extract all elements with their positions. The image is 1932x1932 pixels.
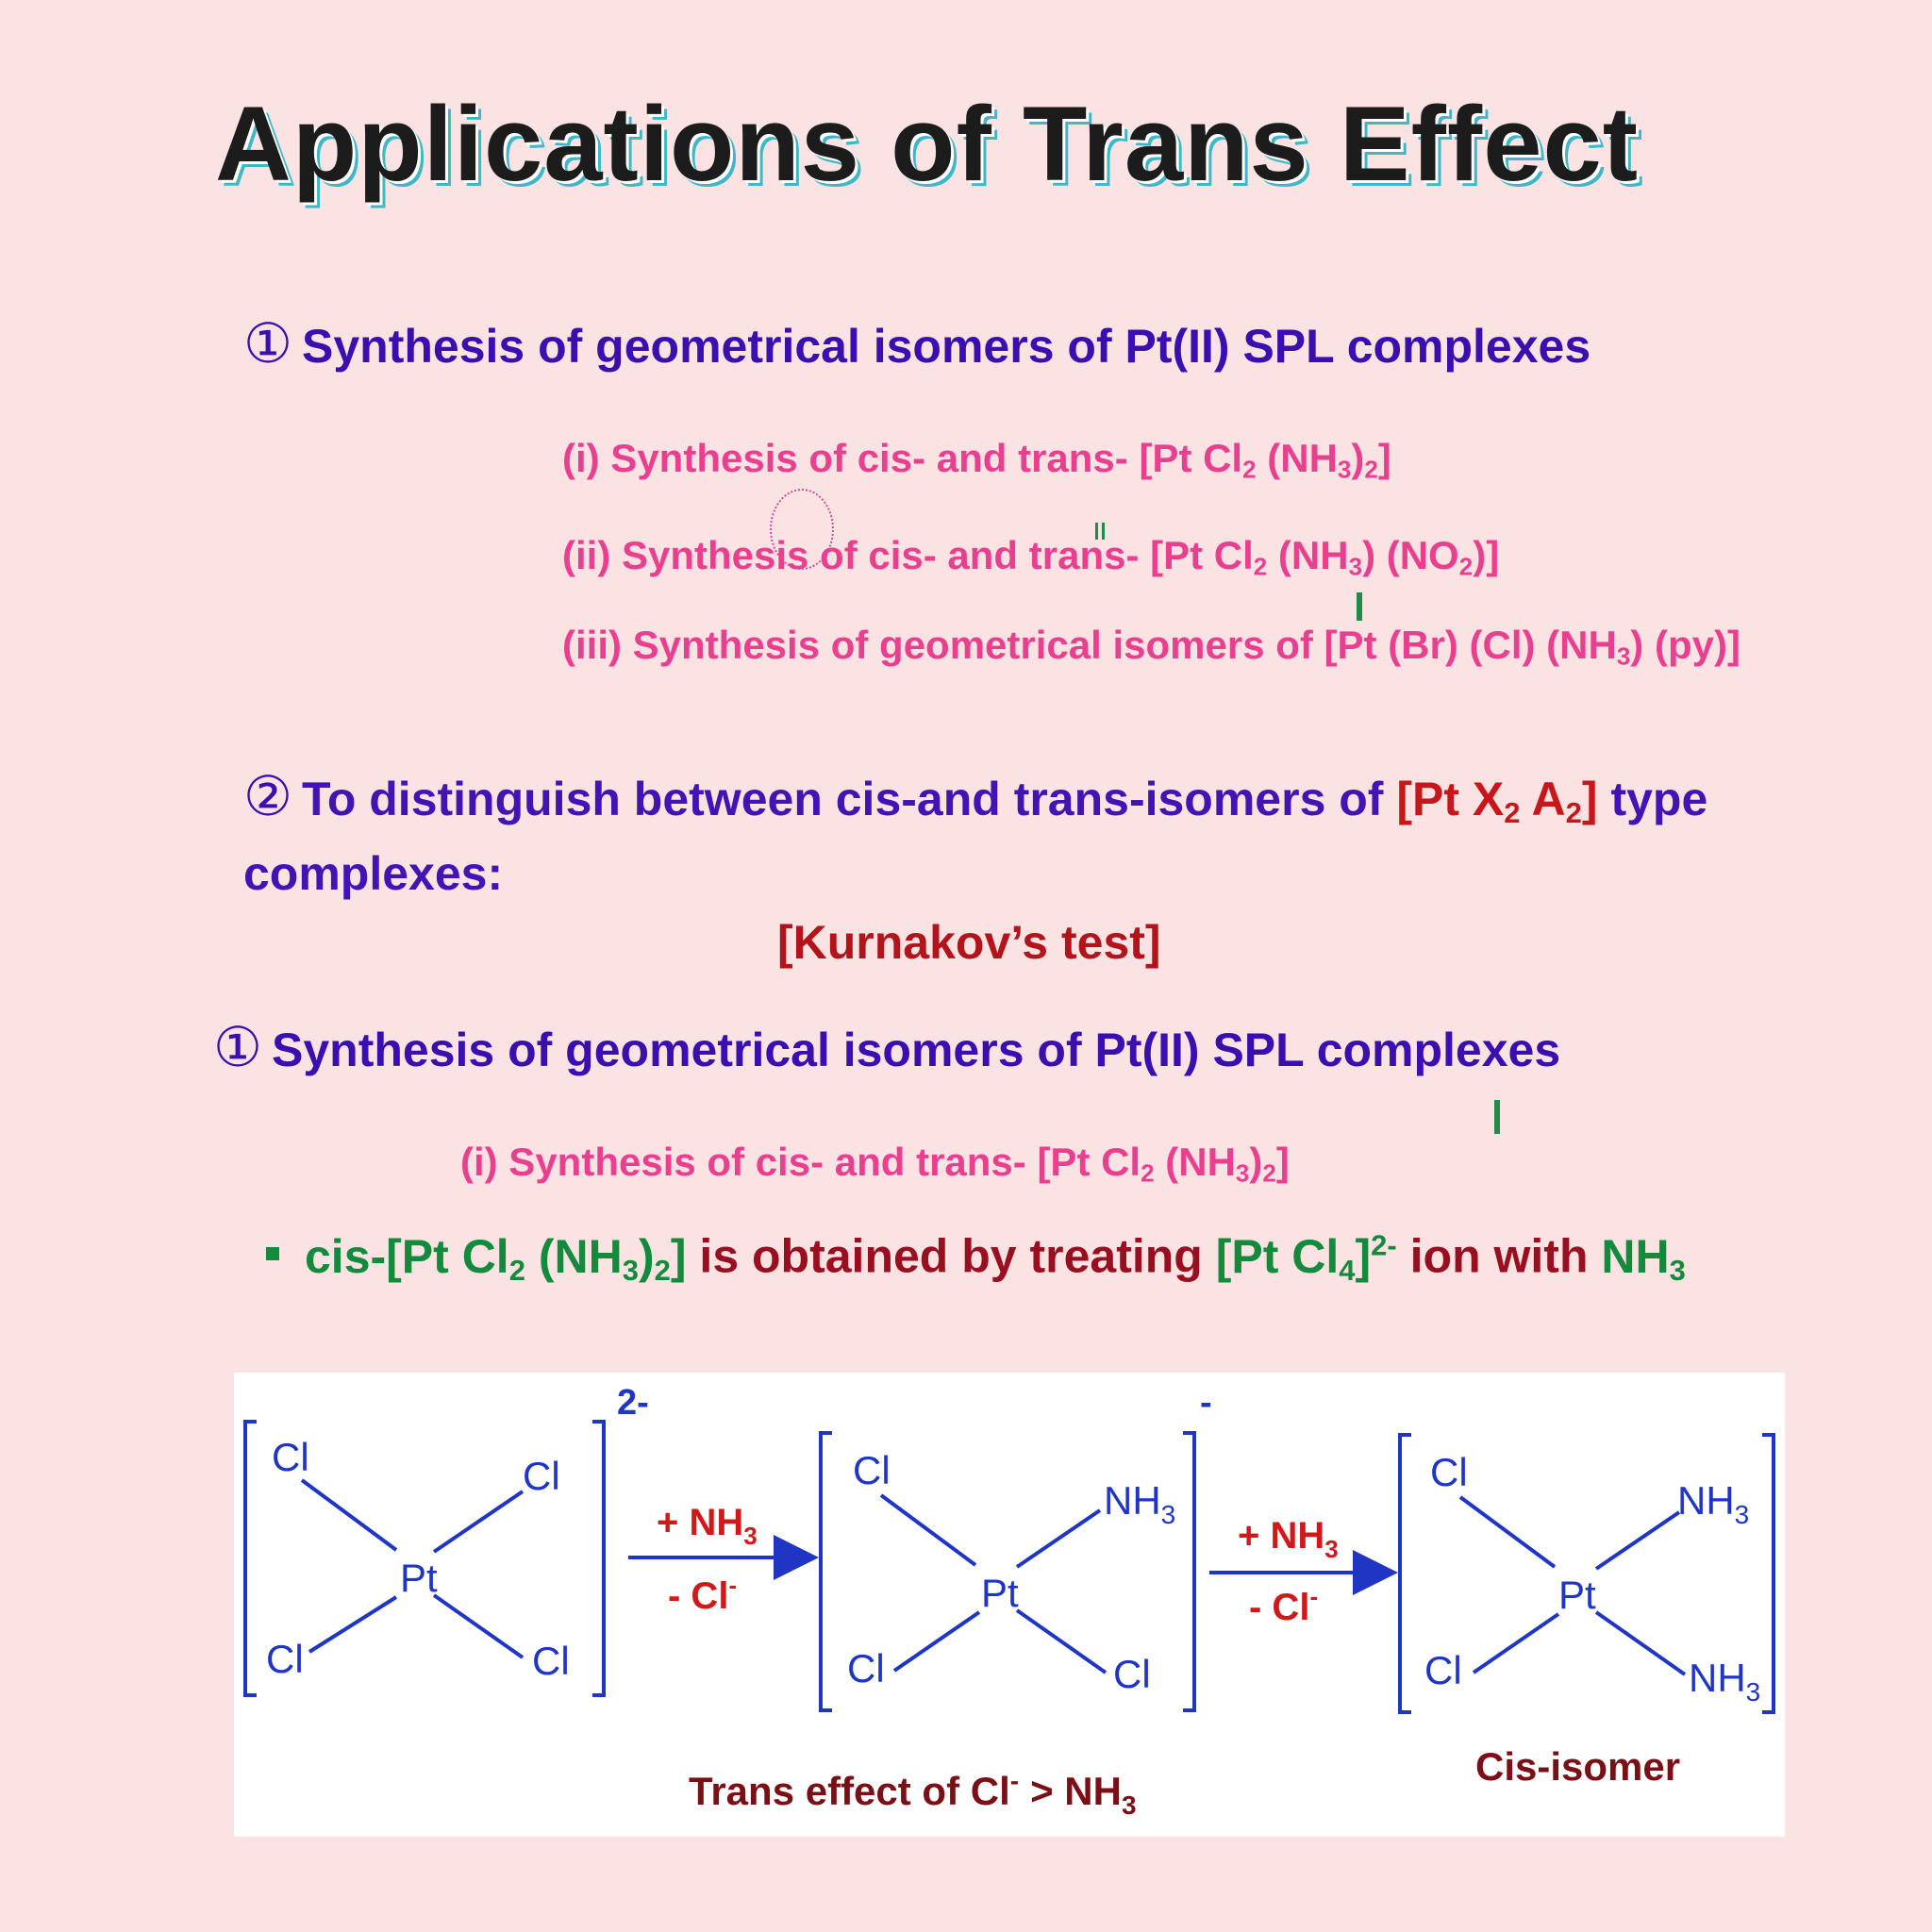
- number-two-icon: ②: [243, 764, 292, 828]
- bracket-left-2: [819, 1431, 832, 1712]
- section1-item-3: (iii) Synthesis of geometrical isomers o…: [562, 623, 1740, 671]
- atom-label: Cl: [1430, 1450, 1468, 1494]
- bond: [1458, 1495, 1557, 1569]
- bracket-left-1: [243, 1420, 257, 1697]
- formula-ptx2a2: [Pt X2 A2]: [1396, 773, 1598, 829]
- reagent-add-label: + NH3: [657, 1502, 758, 1550]
- green-tick-mark: [1102, 523, 1105, 540]
- bond: [432, 1490, 525, 1554]
- atom-label: Cl: [853, 1448, 891, 1492]
- green-tick-mark: [1095, 523, 1098, 540]
- green-tick-mark: [1357, 592, 1362, 621]
- atom-label: Cl: [532, 1639, 570, 1683]
- atom-label: NH3: [1677, 1478, 1749, 1529]
- reagent-add-label: + NH3: [1238, 1515, 1339, 1563]
- atom-label: Cl: [523, 1454, 560, 1498]
- section3-heading: ① Synthesis of geometrical isomers of Pt(…: [213, 1015, 1561, 1079]
- section1-item-2: (ii) Synthesis of cis- and trans- [Pt Cl…: [562, 533, 1500, 581]
- bracket-left-3: [1398, 1433, 1411, 1714]
- kurnakov-test-label: [Kurnakov’s test]: [777, 916, 1161, 969]
- number-one-icon: ①: [213, 1015, 262, 1079]
- section1-heading: ① Synthesis of geometrical isomers of Pt(…: [243, 311, 1591, 375]
- atom-label: Cl: [1113, 1652, 1151, 1696]
- bond: [892, 1610, 981, 1673]
- atom-label: Cl: [847, 1646, 885, 1690]
- caption-cis-isomer: Cis-isomer: [1475, 1744, 1680, 1789]
- section2-heading: ② To distinguish between cis-and trans-is…: [243, 764, 1708, 900]
- bullet-square-icon: [266, 1247, 279, 1260]
- atom-label: Pt: [400, 1556, 438, 1600]
- section3-item-1: (i) Synthesis of cis- and trans- [Pt Cl2…: [460, 1140, 1290, 1188]
- atom-label: NH3: [1689, 1656, 1760, 1707]
- atom-label: Cl: [266, 1637, 304, 1681]
- bond: [1594, 1610, 1687, 1676]
- caption-trans-effect: Trans effect of Cl- > NH3: [689, 1766, 1137, 1820]
- bond: [1015, 1608, 1108, 1674]
- dotted-circle-mark: [770, 489, 834, 570]
- bond: [1015, 1508, 1102, 1569]
- bond: [879, 1493, 977, 1567]
- charge-label: -: [1200, 1383, 1212, 1423]
- reagent-remove-label: - Cl-: [1249, 1582, 1318, 1628]
- bracket-right-3: [1762, 1433, 1775, 1714]
- section1-item-1: (i) Synthesis of cis- and trans- [Pt Cl2…: [562, 436, 1391, 484]
- bond: [1472, 1612, 1560, 1674]
- bond: [308, 1595, 398, 1654]
- reaction-scheme-diagram: Cl Cl Pt Cl Cl 2- Cl NH3 Pt Cl Cl - Cl N…: [234, 1373, 1785, 1837]
- bond: [432, 1593, 525, 1659]
- number-one-icon: ①: [243, 311, 292, 375]
- reagent-remove-label: - Cl-: [668, 1571, 737, 1617]
- bracket-right-2: [1183, 1431, 1196, 1712]
- atom-label: Cl: [272, 1435, 309, 1479]
- charge-label: 2-: [617, 1383, 649, 1423]
- atom-label: Cl: [1424, 1648, 1462, 1692]
- bond: [1594, 1510, 1681, 1571]
- bond: [300, 1478, 398, 1552]
- atom-label: Pt: [981, 1571, 1019, 1615]
- page-title: Applications of Trans Effect: [215, 85, 1640, 203]
- bullet-statement: cis-[Pt Cl2 (NH3)2] is obtained by treat…: [305, 1228, 1686, 1287]
- bracket-right-1: [592, 1420, 606, 1697]
- green-tick-mark: [1494, 1100, 1500, 1134]
- atom-label: NH3: [1104, 1478, 1175, 1529]
- atom-label: Pt: [1558, 1573, 1596, 1617]
